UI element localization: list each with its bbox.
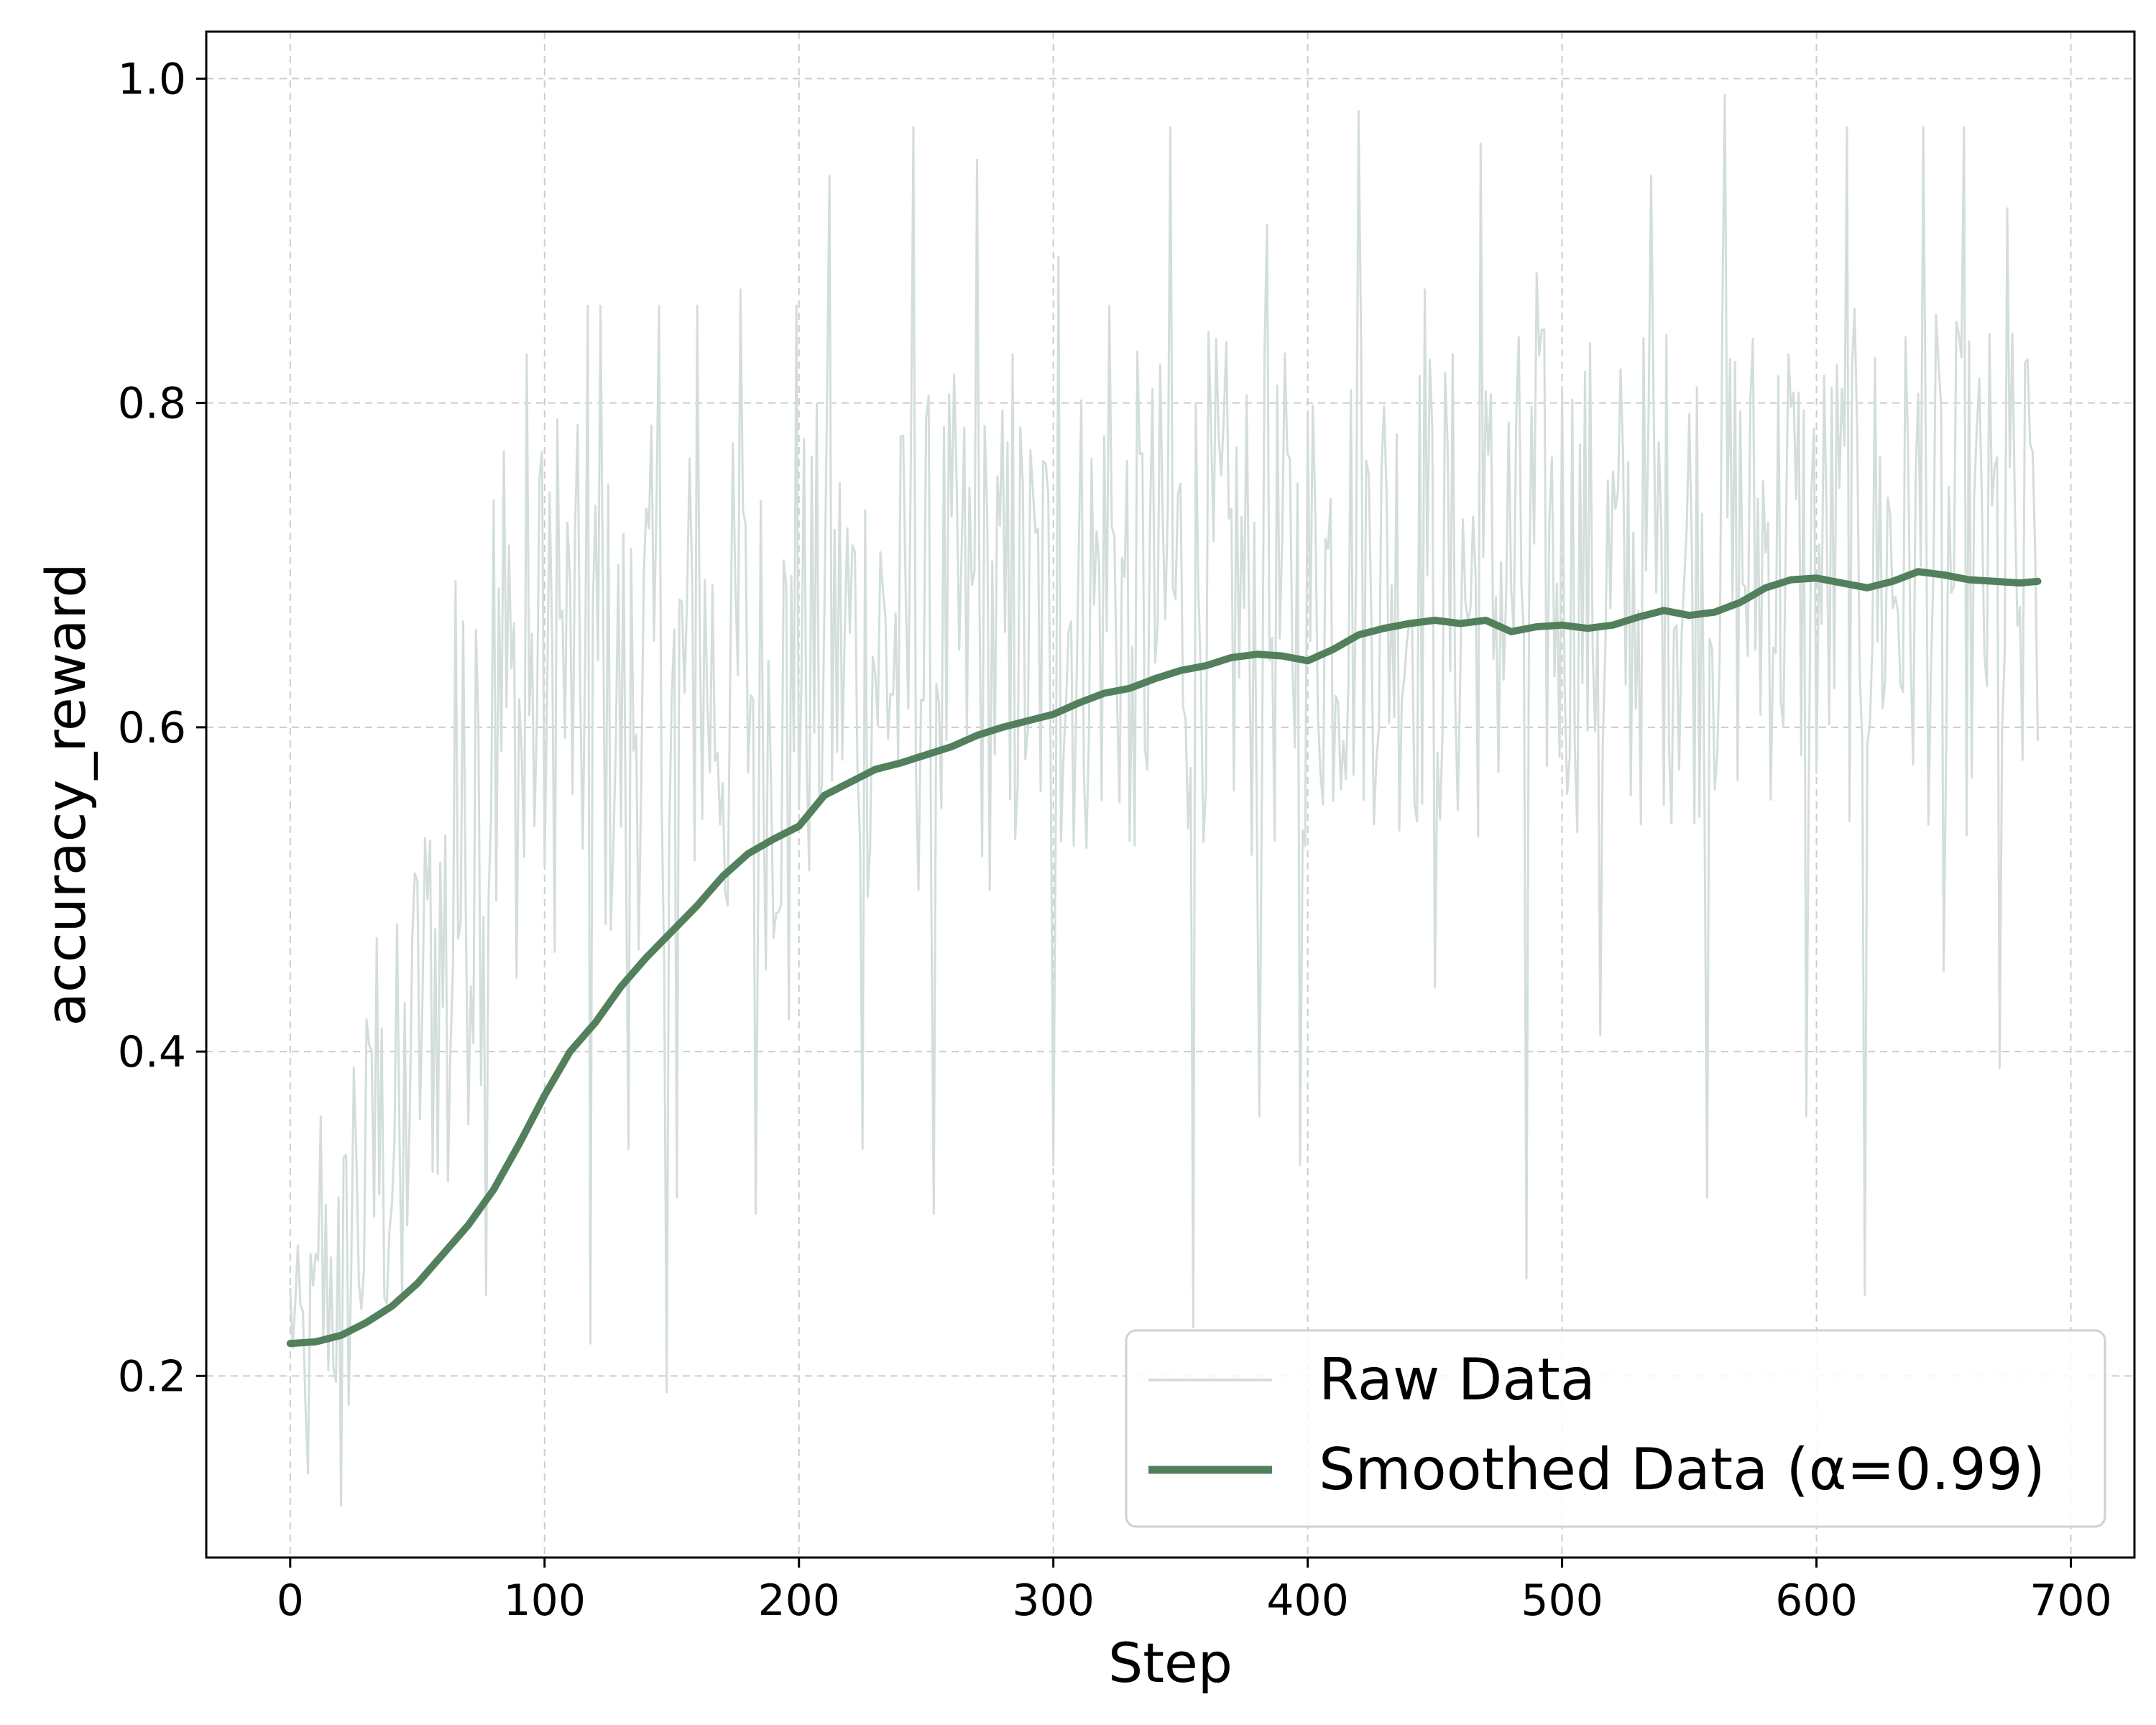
y-axis-title: accuracy_reward xyxy=(34,563,98,1026)
legend-smoothed-data-label: Smoothed Data (α=0.99) xyxy=(1319,1436,2045,1503)
plot-frame xyxy=(205,30,2136,1559)
legend-raw-data-label: Raw Data xyxy=(1319,1346,1595,1413)
x-tick-label: 200 xyxy=(757,1576,840,1626)
x-tick-label: 600 xyxy=(1775,1576,1858,1626)
x-tick-label: 500 xyxy=(1521,1576,1603,1626)
smoothed-data-series xyxy=(286,568,2042,1348)
x-tick-label: 700 xyxy=(2030,1576,2112,1626)
x-tick-label: 400 xyxy=(1266,1576,1349,1626)
y-tick-label: 0.6 xyxy=(118,703,186,753)
raw-data-line xyxy=(289,93,2039,1507)
y-axis-ticks: 0.2 0.4 0.6 0.8 1.0 xyxy=(118,54,206,1402)
raw-data-series xyxy=(289,93,2039,1507)
x-tick-label: 0 xyxy=(277,1576,304,1626)
smoothed-data-line xyxy=(286,568,2042,1348)
legend-box xyxy=(1125,1329,2106,1528)
y-tick-label: 0.2 xyxy=(118,1351,186,1402)
x-axis-title: Step xyxy=(1108,1631,1233,1695)
y-tick-label: 0.8 xyxy=(118,379,186,429)
y-tick-label: 1.0 xyxy=(118,54,186,104)
legend: Raw Data Smoothed Data (α=0.99) xyxy=(1125,1329,2106,1528)
y-tick-label: 0.4 xyxy=(118,1027,186,1077)
x-tick-label: 300 xyxy=(1012,1576,1095,1626)
x-tick-label: 100 xyxy=(503,1576,586,1626)
x-axis-ticks: 0 100 200 300 400 500 600 700 xyxy=(277,1558,2112,1626)
